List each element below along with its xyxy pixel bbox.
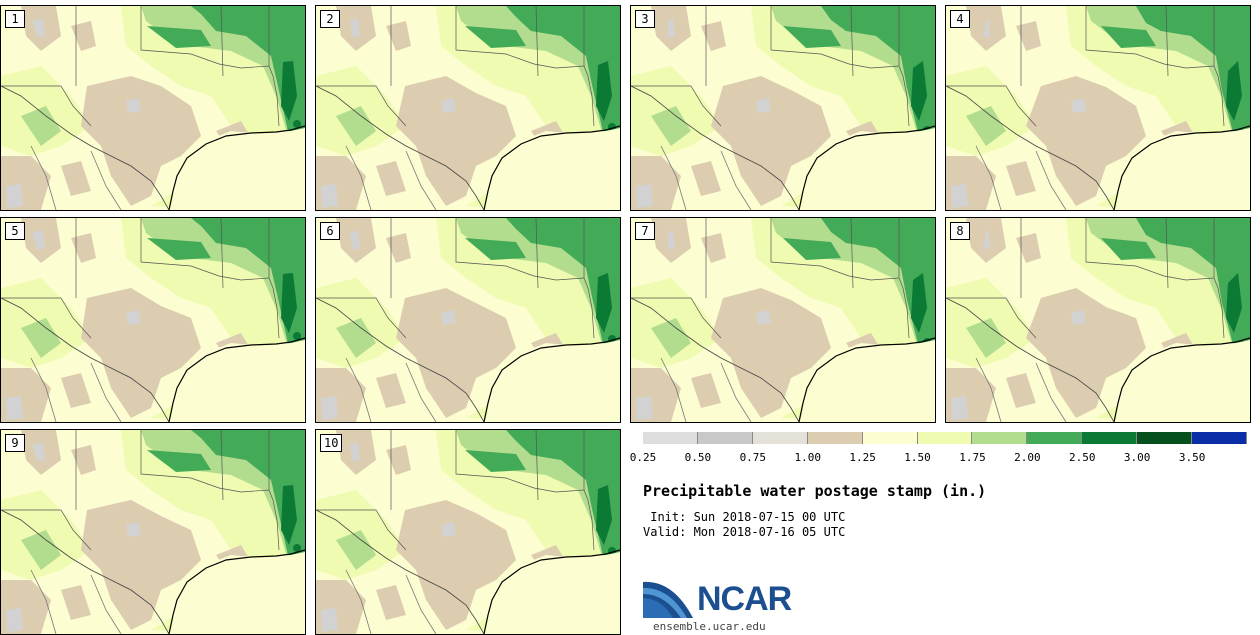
colorbar-segment [1082, 432, 1138, 444]
site-url[interactable]: ensemble.ucar.edu [653, 620, 766, 633]
member-number-label: 1 [5, 10, 25, 28]
colorbar-segment [862, 432, 918, 444]
colorbar-tick-label: 3.00 [1123, 451, 1151, 464]
ensemble-member-panel: 3 [630, 5, 936, 211]
colorbar-tick-label: 2.00 [1014, 451, 1041, 464]
ensemble-member-panel: 6 [315, 217, 621, 423]
ensemble-member-panel: 7 [630, 217, 936, 423]
colorbar-tick-label: 3.50 [1178, 451, 1206, 464]
colorbar-segment [697, 432, 753, 444]
map-field [316, 218, 620, 422]
member-number-label: 5 [5, 222, 25, 240]
colorbar-ticks: 0.25 0.50 0.75 1.00 1.25 1.50 1.75 2.00 2.50 3.00… [620, 451, 1260, 465]
ensemble-member-panel: 5 [0, 217, 306, 423]
valid-time: Valid: Mon 2018-07-16 05 UTC [643, 525, 846, 539]
ncar-logo-text: NCAR [697, 580, 792, 618]
colorbar-tick-label: 0.25 [629, 451, 657, 464]
member-number-label: 9 [5, 434, 25, 452]
member-number-label: 4 [950, 10, 970, 28]
ensemble-member-panel: 4 [945, 5, 1251, 211]
colorbar-tick-label: 1.00 [794, 451, 821, 464]
colorbar-segment [972, 432, 1028, 444]
member-number-label: 8 [950, 222, 970, 240]
map-field [946, 6, 1250, 210]
colorbar-tick-label: 1.50 [904, 451, 931, 464]
figure-title: Precipitable water postage stamp (in.) [643, 482, 987, 500]
ncar-swoosh-icon [643, 581, 693, 618]
colorbar-tick-label: 2.50 [1069, 451, 1096, 464]
member-number-label: 7 [635, 222, 655, 240]
ensemble-member-panel: 8 [945, 217, 1251, 423]
map-field [316, 6, 620, 210]
map-field [1, 6, 305, 210]
ensemble-member-panel: 9 [0, 429, 306, 635]
member-number-label: 2 [320, 10, 340, 28]
colorbar-tick-label: 1.25 [849, 451, 876, 464]
colorbar-segment [1137, 432, 1193, 444]
colorbar-tick-label: 1.75 [959, 451, 986, 464]
member-number-label: 3 [635, 10, 655, 28]
colorbar-segment [1027, 432, 1083, 444]
ensemble-member-panel: 10 [315, 429, 621, 635]
colorbar-segment [807, 432, 863, 444]
map-field [316, 430, 620, 634]
map-field [1, 218, 305, 422]
member-number-label: 10 [320, 434, 343, 452]
map-field [631, 218, 935, 422]
init-time: Init: Sun 2018-07-15 00 UTC [643, 510, 846, 524]
ensemble-member-panel: 1 [0, 5, 306, 211]
colorbar-segment [1192, 432, 1247, 444]
member-number-label: 6 [320, 222, 340, 240]
colorbar [643, 432, 1247, 444]
map-field [631, 6, 935, 210]
map-field [1, 430, 305, 634]
map-field [946, 218, 1250, 422]
colorbar-segment [643, 432, 698, 444]
colorbar-tick-label: 0.75 [739, 451, 767, 464]
ncar-logo: NCAR [643, 578, 803, 620]
colorbar-segment [752, 432, 808, 444]
colorbar-segment [917, 432, 973, 444]
ensemble-member-panel: 2 [315, 5, 621, 211]
colorbar-tick-label: 0.50 [684, 451, 712, 464]
